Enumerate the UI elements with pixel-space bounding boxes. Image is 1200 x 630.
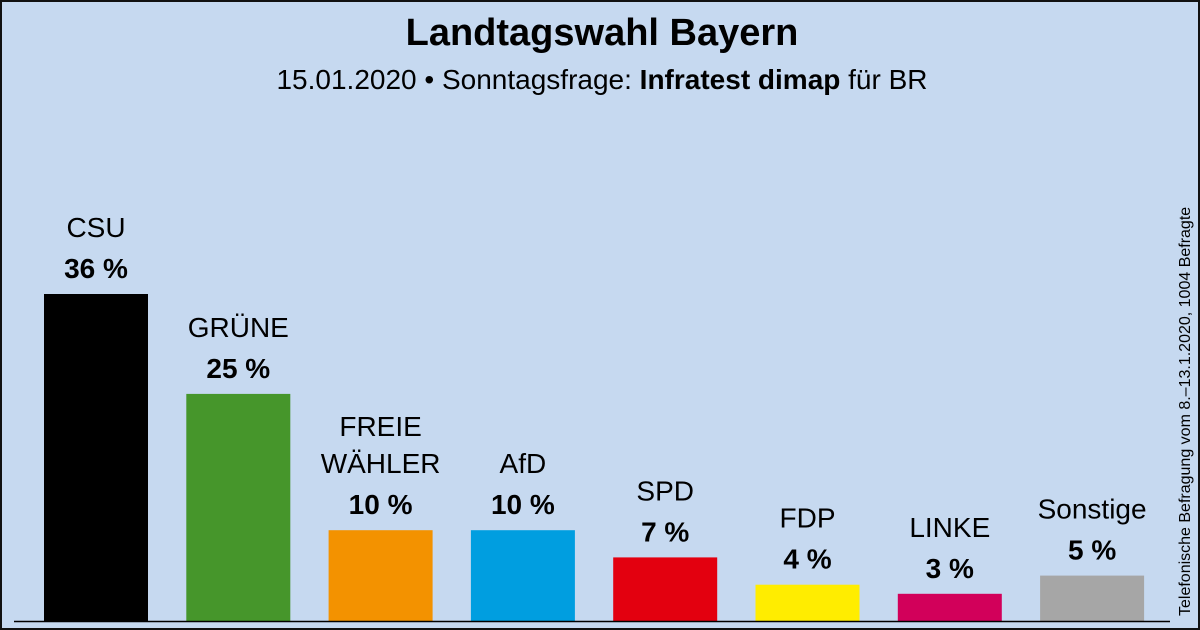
bar-freie-w-hler xyxy=(328,530,433,621)
value-label-fdp: 4 % xyxy=(783,544,831,575)
party-label-fdp: FDP xyxy=(780,503,836,534)
chart-subtitle: 15.01.2020 • Sonntagsfrage: Infratest di… xyxy=(2,62,1198,98)
bar-sonstige xyxy=(1040,575,1145,621)
party-label-gr-ne: GRÜNE xyxy=(188,312,289,343)
party-label-csu: CSU xyxy=(66,212,125,243)
party-label-linke: LINKE xyxy=(909,512,990,543)
party-label-sonstige: Sonstige xyxy=(1038,494,1147,525)
value-label-sonstige: 5 % xyxy=(1068,535,1116,566)
subtitle-date-question: 15.01.2020 • Sonntagsfrage: xyxy=(276,64,632,95)
bar-gr-ne xyxy=(186,393,291,621)
bar-csu xyxy=(44,294,148,621)
value-label-afd: 10 % xyxy=(491,489,555,520)
party-label-spd: SPD xyxy=(636,475,694,506)
chart-title: Landtagswahl Bayern xyxy=(405,12,799,54)
bar-spd xyxy=(613,557,718,621)
value-label-csu: 36 % xyxy=(64,253,128,284)
value-label-linke: 3 % xyxy=(926,553,974,584)
value-label-spd: 7 % xyxy=(641,516,689,547)
party-label-freie-w-hler-line-1: FREIE xyxy=(339,411,421,442)
party-label-afd: AfD xyxy=(500,448,547,479)
subtitle-client: für BR xyxy=(848,64,928,95)
bar-linke xyxy=(897,593,1002,622)
value-label-freie-w-hler: 10 % xyxy=(349,489,413,520)
bar-afd xyxy=(470,530,575,621)
bar-fdp xyxy=(755,584,860,621)
value-label-gr-ne: 25 % xyxy=(206,353,270,384)
party-label-freie-w-hler-line-2: WÄHLER xyxy=(321,448,441,479)
subtitle-institute: Infratest dimap xyxy=(639,64,841,95)
